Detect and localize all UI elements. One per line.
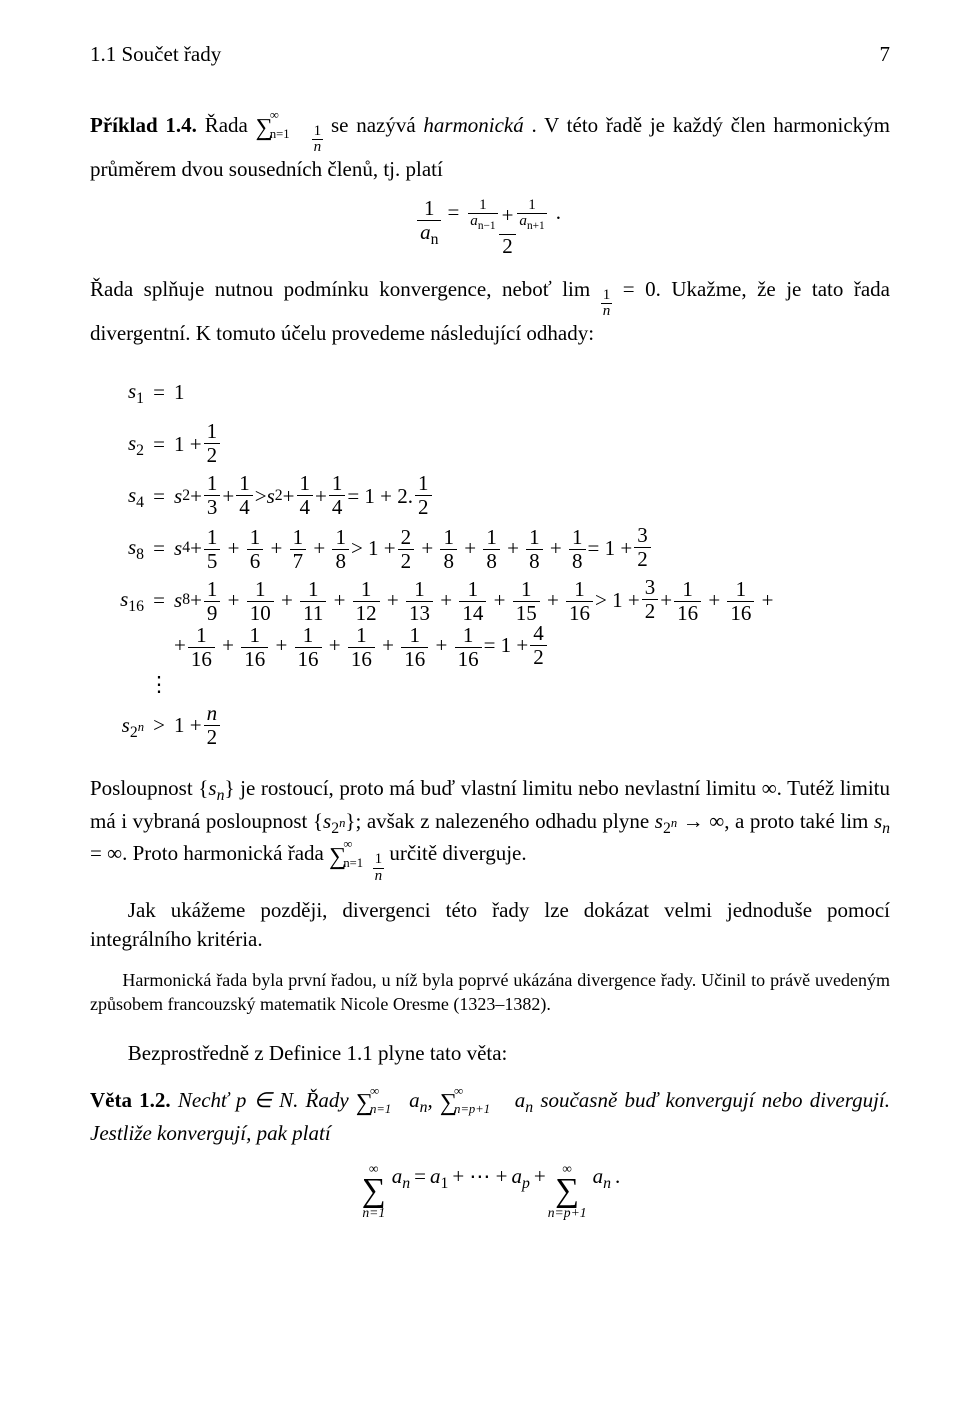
text: Řada [205, 113, 256, 137]
example-label: Příklad 1.4. [90, 113, 197, 137]
eq-s16: s16 = s8 + 19 + 110 + 111 + 112 + 113 + … [90, 574, 890, 626]
sum-icon: ∞ ∑ n=1 [329, 845, 346, 869]
equation-block: s1 = 1 s2 = 1 + 12 s4 = s2 + 13 + 14 > s… [90, 366, 890, 752]
theorem-label: Věta 1.2. [90, 1088, 171, 1112]
eq-s4: s4 = s2 + 13 + 14 > s2 + 14 + 14 = 1 + 2… [90, 470, 890, 522]
inline-frac: 1 n [312, 124, 324, 155]
dot: . [556, 198, 561, 256]
para-integral-criterion: Jak ukážeme později, divergenci této řad… [90, 896, 890, 954]
example-intro: Příklad 1.4. Řada ∞ ∑ n=1 1 n se nazývá … [90, 111, 890, 184]
text: se nazývá [331, 113, 423, 137]
sum-bot: n=1 [270, 128, 290, 141]
section-title: 1.1 Součet řady [90, 40, 221, 69]
display-formula-1: 1 an = 1an−1 + 1an+1 2 . [90, 198, 890, 256]
after-disp1: Řada splňuje nutnou podmínku konvergence… [90, 275, 890, 348]
sigma-icon: ∑ [362, 1176, 386, 1206]
eq-vdots: ⋮ [90, 670, 890, 699]
eq-s2: s2 = 1 + 12 [90, 418, 890, 470]
sum-icon: ∞ ∑ n=1 [356, 1091, 373, 1115]
para-lead-theorem: Bezprostředně z Definice 1.1 plyne tato … [90, 1039, 890, 1068]
eq-s2n: s2n > 1 + n2 [90, 700, 890, 752]
frac-den: n [312, 139, 324, 155]
sum-icon: ∞ ∑ n=1 [256, 116, 273, 140]
sum-icon: ∞ ∑ n=1 [362, 1162, 386, 1220]
running-head: 1.1 Součet řady 7 [90, 40, 890, 69]
display-formula-2: ∞ ∑ n=1 an = a1 + ⋯ + ap + ∞ ∑ n=p+1 an … [90, 1162, 890, 1220]
sum-top: ∞ [270, 109, 279, 122]
sum-icon: ∞ ∑ n=p+1 [548, 1162, 587, 1220]
lhs-frac: 1 an [417, 198, 441, 256]
eq-s8: s8 = s4 + 15 + 16 + 17 + 18 > 1 + 22 + 1… [90, 522, 890, 574]
page: 1.1 Součet řady 7 Příklad 1.4. Řada ∞ ∑ … [0, 0, 960, 1418]
post-eq-para: Posloupnost {sn} je rostoucí, proto má b… [90, 774, 890, 884]
sigma-icon: ∑ [555, 1176, 579, 1206]
rhs-frac: 1an−1 + 1an+1 2 [465, 198, 549, 256]
para-oresme: Harmonická řada byla první řadou, u níž … [90, 968, 890, 1018]
eq-s16-cont: + 116 + 116 + 116 + 116 + 116 + 116 = 1 … [90, 620, 890, 670]
eq-s1: s1 = 1 [90, 366, 890, 418]
theorem-1-2: Věta 1.2. Nechť p ∈ N. Řady ∞ ∑ n=1 an, … [90, 1086, 890, 1148]
page-number: 7 [880, 40, 891, 69]
term-harmonicka: harmonická [423, 113, 523, 137]
sum-icon: ∞ ∑ n=p+1 [440, 1091, 457, 1115]
eq-sign: = [447, 198, 459, 256]
inline-frac: 1n [601, 288, 613, 319]
frac-num: 1 [312, 124, 324, 139]
